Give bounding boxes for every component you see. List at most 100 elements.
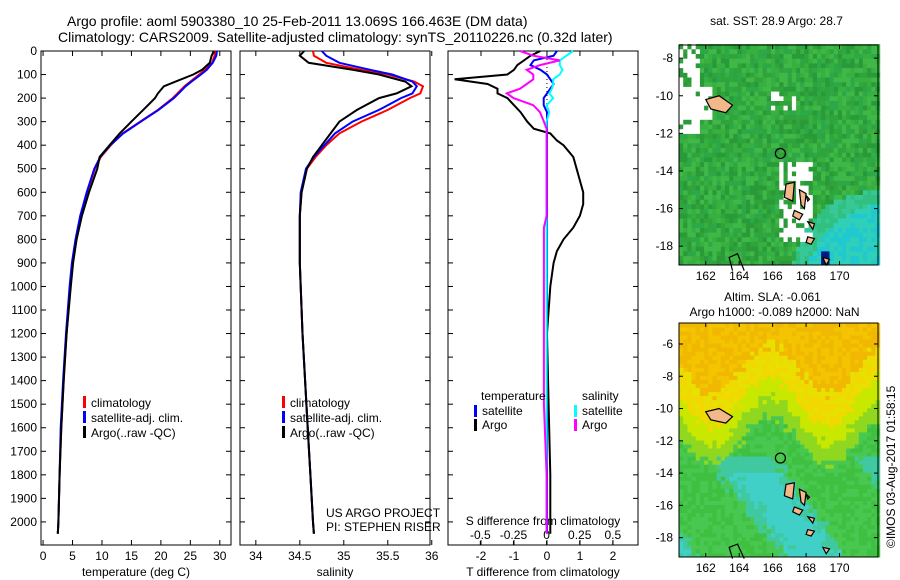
- map-cell: [766, 512, 772, 518]
- map-cell: [833, 77, 839, 83]
- map-cell: [720, 427, 726, 433]
- map-cell: [691, 427, 697, 433]
- map-cell: [762, 241, 768, 247]
- map-cell: [850, 528, 856, 534]
- map-cell: [829, 323, 835, 328]
- map-cell: [716, 171, 722, 177]
- map-cell: [712, 114, 718, 120]
- map-cell: [771, 246, 776, 252]
- map-cell: [766, 403, 772, 409]
- map-cell: [833, 208, 839, 214]
- map-cell: [804, 331, 810, 336]
- map-cell: [804, 484, 810, 489]
- map-cell: [825, 48, 830, 54]
- map-cell: [750, 260, 755, 266]
- map-cell: [679, 213, 684, 219]
- map-cell: [699, 236, 705, 242]
- map-cell: [796, 124, 801, 130]
- map-cell: [679, 81, 684, 87]
- map-cell: [829, 419, 835, 425]
- map-cell: [837, 260, 843, 266]
- map-cell: [699, 419, 705, 425]
- map-cell: [766, 180, 772, 186]
- map-cell: [825, 58, 830, 64]
- map-cell: [846, 53, 851, 59]
- map-cell: [833, 161, 839, 167]
- map-cell: [791, 500, 797, 505]
- map-cell: [779, 77, 784, 83]
- map-cell: [716, 213, 722, 219]
- map-cell: [846, 355, 851, 360]
- map-cell: [804, 436, 810, 441]
- map-cell: [720, 222, 726, 228]
- map-cell: [766, 327, 772, 332]
- map-cell: [758, 415, 764, 421]
- map-cell: [691, 86, 697, 92]
- map-cell: [762, 444, 768, 449]
- map-cell: [725, 133, 730, 139]
- map-cell: [808, 339, 814, 344]
- map-cell: [758, 540, 764, 546]
- map-cell: [867, 180, 872, 186]
- map-cell: [754, 423, 759, 429]
- map-cell: [712, 419, 718, 425]
- map-cell: [712, 460, 718, 465]
- map-cell: [871, 222, 876, 228]
- map-cell: [800, 448, 805, 453]
- map-cell: [750, 464, 755, 469]
- map-cell: [679, 180, 684, 186]
- map-cell: [812, 246, 818, 252]
- map-cell: [679, 138, 684, 144]
- map-cell: [842, 189, 847, 195]
- map-cell: [821, 100, 826, 106]
- map-cell: [679, 232, 684, 238]
- map-cell: [858, 62, 864, 69]
- map-cell: [825, 255, 830, 261]
- map-cell: [708, 327, 713, 332]
- map-cell: [858, 109, 864, 116]
- map-cell: [683, 81, 688, 87]
- x2-tick-label: 0.25: [568, 528, 592, 542]
- map-cell: [699, 138, 705, 144]
- map-cell: [758, 452, 764, 457]
- map-cell: [862, 166, 868, 172]
- map-cell: [683, 161, 688, 167]
- map-cell: [804, 67, 810, 73]
- map-cell: [750, 323, 755, 328]
- map-cell: [741, 236, 747, 242]
- map-cell: [846, 246, 851, 252]
- map-cell: [808, 367, 814, 372]
- map-cell: [725, 407, 730, 413]
- map-cell: [775, 339, 780, 344]
- map-cell: [837, 359, 843, 364]
- map-cell: [854, 241, 860, 247]
- map-cell: [687, 504, 693, 510]
- map-cell: [750, 128, 755, 134]
- map-cell: [783, 105, 789, 111]
- map-cell: [679, 419, 684, 425]
- map-cell: [858, 77, 864, 83]
- map-cell: [741, 44, 747, 50]
- map-cell: [779, 246, 784, 252]
- map-cell: [837, 86, 843, 92]
- map-cell: [800, 323, 805, 328]
- map-cell: [771, 161, 776, 167]
- map-cell: [683, 156, 688, 163]
- map-cell: [783, 464, 789, 469]
- map-cell: [829, 232, 835, 238]
- map-cell: [737, 419, 743, 425]
- map-cell: [771, 114, 776, 120]
- map-cell: [787, 199, 793, 205]
- map-cell: [683, 383, 688, 388]
- map-cell: [850, 379, 856, 384]
- map-cell: [754, 395, 759, 401]
- map-cell: [817, 53, 822, 59]
- map-cell: [754, 444, 759, 449]
- map-cell: [729, 504, 734, 510]
- map-cell: [837, 488, 843, 493]
- map-cell: [720, 62, 726, 69]
- map-cell: [791, 359, 797, 364]
- map-cell: [821, 95, 826, 101]
- map-cell: [679, 371, 684, 376]
- map-cell: [691, 208, 697, 214]
